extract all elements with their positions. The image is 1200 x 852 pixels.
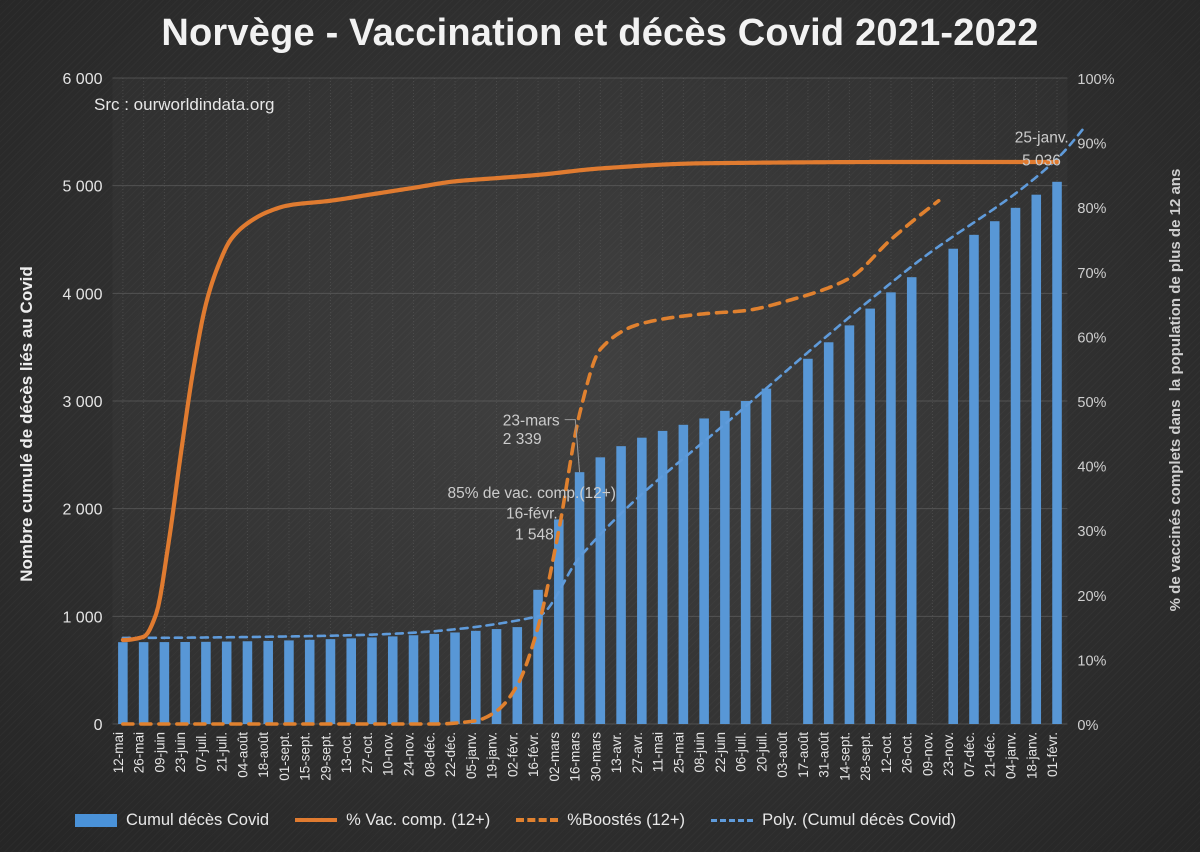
svg-text:10%: 10%: [1077, 653, 1106, 669]
svg-text:20-juil.: 20-juil.: [754, 732, 769, 772]
svg-text:23-juin: 23-juin: [173, 732, 188, 773]
svg-text:29-sept.: 29-sept.: [318, 732, 333, 781]
svg-text:1 000: 1 000: [62, 609, 102, 626]
svg-text:12-mai: 12-mai: [111, 732, 126, 773]
svg-text:60%: 60%: [1077, 330, 1106, 346]
svg-text:13-avr.: 13-avr.: [609, 732, 624, 773]
svg-text:22-juin: 22-juin: [713, 732, 728, 773]
svg-text:21-juil.: 21-juil.: [215, 732, 230, 772]
svg-text:23-mars: 23-mars: [503, 413, 560, 430]
svg-text:40%: 40%: [1077, 460, 1106, 476]
svg-text:1 548: 1 548: [515, 527, 554, 544]
svg-text:02-mars: 02-mars: [547, 732, 562, 782]
svg-text:6 000: 6 000: [62, 71, 102, 88]
svg-text:05-janv.: 05-janv.: [464, 732, 479, 779]
svg-text:23-nov.: 23-nov.: [941, 732, 956, 776]
svg-text:08-déc.: 08-déc.: [422, 732, 437, 777]
svg-text:70%: 70%: [1077, 266, 1106, 282]
svg-text:28-sept.: 28-sept.: [858, 732, 873, 781]
svg-text:5 000: 5 000: [62, 179, 102, 196]
svg-text:07-déc.: 07-déc.: [962, 732, 977, 777]
svg-text:10-nov.: 10-nov.: [381, 732, 396, 776]
svg-text:21-déc.: 21-déc.: [983, 732, 998, 777]
svg-text:16-févr.: 16-févr.: [506, 506, 558, 523]
svg-text:30%: 30%: [1077, 524, 1106, 540]
svg-text:27-avr.: 27-avr.: [630, 732, 645, 773]
svg-text:2 000: 2 000: [62, 502, 102, 519]
svg-text:2 339: 2 339: [503, 431, 542, 448]
svg-text:25-mai: 25-mai: [671, 732, 686, 773]
svg-text:80%: 80%: [1077, 201, 1106, 217]
svg-text:17-août: 17-août: [796, 732, 811, 778]
svg-text:90%: 90%: [1077, 137, 1106, 153]
svg-text:13-oct.: 13-oct.: [339, 732, 354, 773]
svg-text:08-juin: 08-juin: [692, 732, 707, 773]
svg-text:22-déc.: 22-déc.: [443, 732, 458, 777]
svg-text:85% de vac. comp.(12+): 85% de vac. comp.(12+): [448, 485, 616, 502]
svg-text:20%: 20%: [1077, 589, 1106, 605]
svg-text:01-sept.: 01-sept.: [277, 732, 292, 781]
svg-text:12-oct.: 12-oct.: [879, 732, 894, 773]
svg-text:07-juil.: 07-juil.: [194, 732, 209, 772]
svg-text:0: 0: [94, 717, 103, 734]
svg-text:04-août: 04-août: [235, 732, 250, 778]
svg-text:18-août: 18-août: [256, 732, 271, 778]
svg-text:100%: 100%: [1077, 72, 1114, 88]
svg-text:06-juil.: 06-juil.: [734, 732, 749, 772]
svg-text:19-janv.: 19-janv.: [485, 732, 500, 779]
svg-text:15-sept.: 15-sept.: [298, 732, 313, 781]
svg-text:01-févr.: 01-févr.: [1045, 732, 1060, 777]
svg-text:0%: 0%: [1077, 718, 1098, 734]
svg-text:25-janv.: 25-janv.: [1015, 130, 1069, 147]
svg-text:30-mars: 30-mars: [588, 732, 603, 782]
svg-text:18-janv.: 18-janv.: [1024, 732, 1039, 779]
svg-text:16-mars: 16-mars: [568, 732, 583, 782]
svg-text:27-oct.: 27-oct.: [360, 732, 375, 773]
svg-text:24-nov.: 24-nov.: [402, 732, 417, 776]
svg-text:02-févr.: 02-févr.: [505, 732, 520, 777]
svg-text:26-mai: 26-mai: [132, 732, 147, 773]
svg-text:26-oct.: 26-oct.: [900, 732, 915, 773]
svg-text:4 000: 4 000: [62, 286, 102, 303]
svg-text:03-août: 03-août: [775, 732, 790, 778]
svg-text:14-sept.: 14-sept.: [837, 732, 852, 781]
svg-text:16-févr.: 16-févr.: [526, 732, 541, 777]
svg-text:09-juin: 09-juin: [152, 732, 167, 773]
svg-text:09-nov.: 09-nov.: [920, 732, 935, 776]
svg-text:04-janv.: 04-janv.: [1004, 732, 1019, 779]
svg-text:5 036: 5 036: [1022, 152, 1061, 169]
svg-text:11-mai: 11-mai: [651, 732, 666, 772]
svg-text:31-août: 31-août: [817, 732, 832, 778]
svg-text:3 000: 3 000: [62, 394, 102, 411]
svg-text:50%: 50%: [1077, 395, 1106, 411]
